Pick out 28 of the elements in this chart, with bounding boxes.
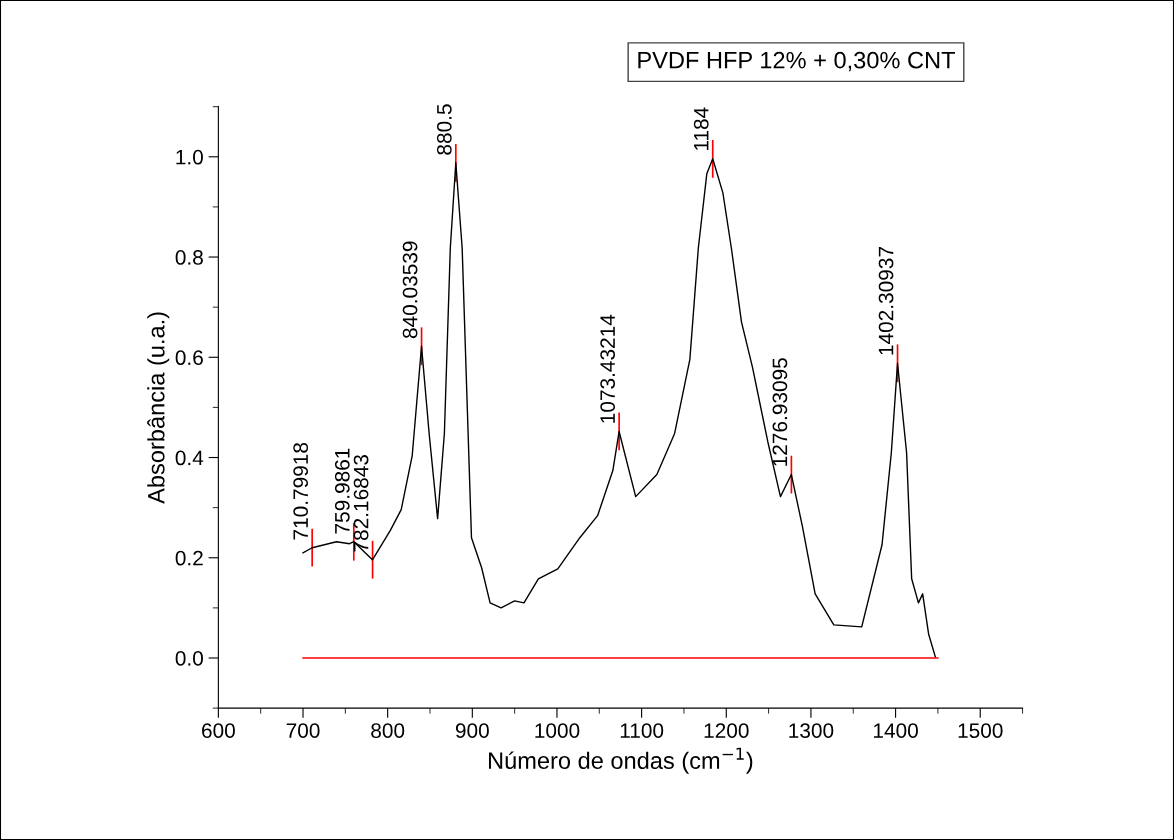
annotation: 759.9861	[334, 448, 350, 534]
annotation: 1402.30937	[878, 247, 894, 355]
x-tick-label: 600	[202, 723, 235, 739]
x-tick-label: 1400	[873, 723, 918, 739]
x-tick-label: 700	[286, 723, 320, 739]
annotation: 782.16843	[353, 454, 369, 552]
annotation: 710.79918	[293, 442, 309, 540]
annotation: 840.03539	[402, 241, 418, 339]
x-tick-label: 1500	[958, 723, 1003, 739]
x-tick-label: 1300	[789, 723, 834, 739]
x-tick-label: 900	[455, 723, 489, 739]
y-tick-label: 1.0	[176, 149, 203, 165]
y-tick-label: 0.8	[175, 250, 203, 265]
x-tick-label: 1000	[535, 723, 580, 739]
y-tick-label: 0.6	[175, 350, 203, 366]
annotation: 1184	[693, 107, 709, 150]
x-tick-label: 1100	[620, 723, 664, 739]
y-tick-label: 0.2	[175, 550, 203, 566]
annotation: 880.5	[436, 104, 452, 155]
annotation: 1276.93095	[772, 358, 788, 466]
annotation: 1073.43214	[600, 314, 616, 423]
y-tick-label: 0.0	[175, 651, 203, 666]
x-axis-title: Número de ondas (cm$^{−1}$)	[488, 747, 753, 774]
y-axis-title: Absorbância (u.a.)	[147, 312, 170, 504]
x-tick-label: 1200	[704, 723, 749, 739]
y-tick-label: 0.4	[175, 450, 204, 466]
chart-title: PVDF HFP 12% + 0,30% CNT	[638, 51, 955, 72]
x-tick-label: 800	[371, 723, 405, 739]
